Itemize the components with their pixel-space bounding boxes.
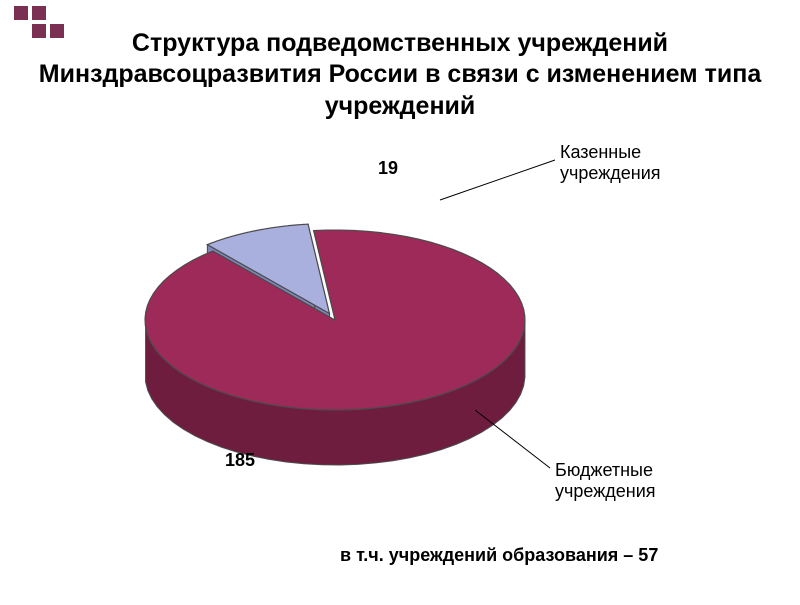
pie-chart-svg [0, 0, 800, 600]
slide-canvas: Структура подведомственных учреждений Ми… [0, 0, 800, 600]
annotation-large: Бюджетныеучреждения [555, 460, 715, 501]
pie-chart [0, 0, 800, 605]
data-label-large: 185 [225, 450, 255, 471]
data-label-small: 19 [378, 158, 398, 179]
annotation-small: Казенныеучреждения [560, 142, 710, 183]
subtitle: в т.ч. учреждений образования – 57 [340, 545, 658, 566]
